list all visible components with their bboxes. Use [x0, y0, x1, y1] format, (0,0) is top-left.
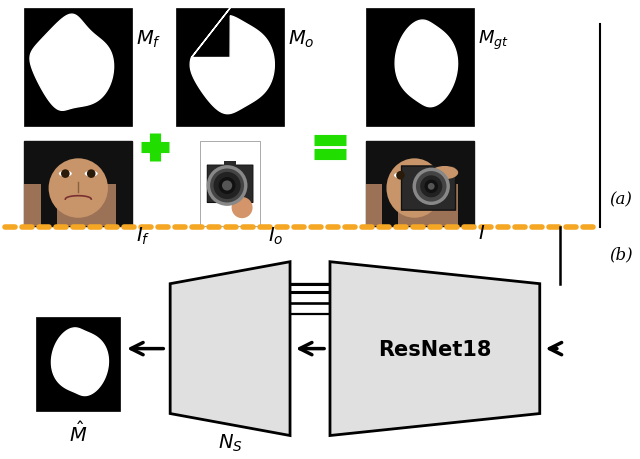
- Circle shape: [413, 168, 450, 206]
- Ellipse shape: [59, 171, 72, 177]
- Circle shape: [219, 178, 236, 195]
- Bar: [40, 176, 57, 227]
- Circle shape: [416, 172, 447, 202]
- Bar: [24, 166, 132, 227]
- Bar: [224, 162, 236, 172]
- Bar: [24, 9, 132, 127]
- Text: $N_S$: $N_S$: [218, 431, 243, 453]
- Text: (a): (a): [610, 191, 632, 208]
- Text: (b): (b): [610, 246, 634, 263]
- Bar: [116, 176, 132, 227]
- Text: $M_{gt}$: $M_{gt}$: [478, 29, 509, 52]
- Bar: [382, 176, 398, 227]
- Circle shape: [207, 166, 248, 207]
- Text: $I_o$: $I_o$: [268, 225, 284, 246]
- Text: $I$: $I$: [478, 225, 485, 243]
- Ellipse shape: [394, 173, 407, 179]
- Circle shape: [222, 181, 232, 191]
- Bar: [366, 142, 474, 227]
- Polygon shape: [395, 21, 458, 107]
- Text: $I_f$: $I_f$: [136, 225, 150, 246]
- Bar: [366, 9, 474, 127]
- Circle shape: [214, 173, 241, 200]
- Circle shape: [428, 184, 435, 190]
- Text: ResNet18: ResNet18: [378, 339, 492, 359]
- Bar: [24, 142, 132, 185]
- Bar: [366, 166, 474, 227]
- Text: $M_o$: $M_o$: [288, 29, 315, 50]
- Text: $\hat{M}$: $\hat{M}$: [69, 420, 88, 446]
- Circle shape: [420, 176, 442, 198]
- Bar: [212, 284, 498, 314]
- Polygon shape: [330, 262, 540, 436]
- FancyBboxPatch shape: [207, 166, 253, 203]
- Bar: [366, 142, 474, 185]
- Bar: [200, 284, 510, 303]
- FancyBboxPatch shape: [401, 167, 456, 211]
- Polygon shape: [30, 15, 114, 111]
- Ellipse shape: [84, 171, 98, 177]
- Ellipse shape: [387, 159, 442, 218]
- Polygon shape: [190, 9, 275, 114]
- Polygon shape: [51, 328, 108, 396]
- Bar: [458, 176, 474, 227]
- Ellipse shape: [49, 159, 108, 218]
- Bar: [200, 142, 260, 227]
- Bar: [188, 284, 522, 292]
- Bar: [24, 142, 132, 227]
- Circle shape: [61, 170, 70, 179]
- Bar: [36, 317, 120, 411]
- Polygon shape: [170, 262, 290, 436]
- Ellipse shape: [431, 167, 458, 180]
- Circle shape: [424, 180, 438, 194]
- Circle shape: [210, 169, 244, 203]
- Text: $M_f$: $M_f$: [136, 29, 161, 50]
- Circle shape: [396, 172, 404, 180]
- Bar: [176, 9, 284, 127]
- Ellipse shape: [232, 197, 253, 218]
- Circle shape: [87, 170, 95, 179]
